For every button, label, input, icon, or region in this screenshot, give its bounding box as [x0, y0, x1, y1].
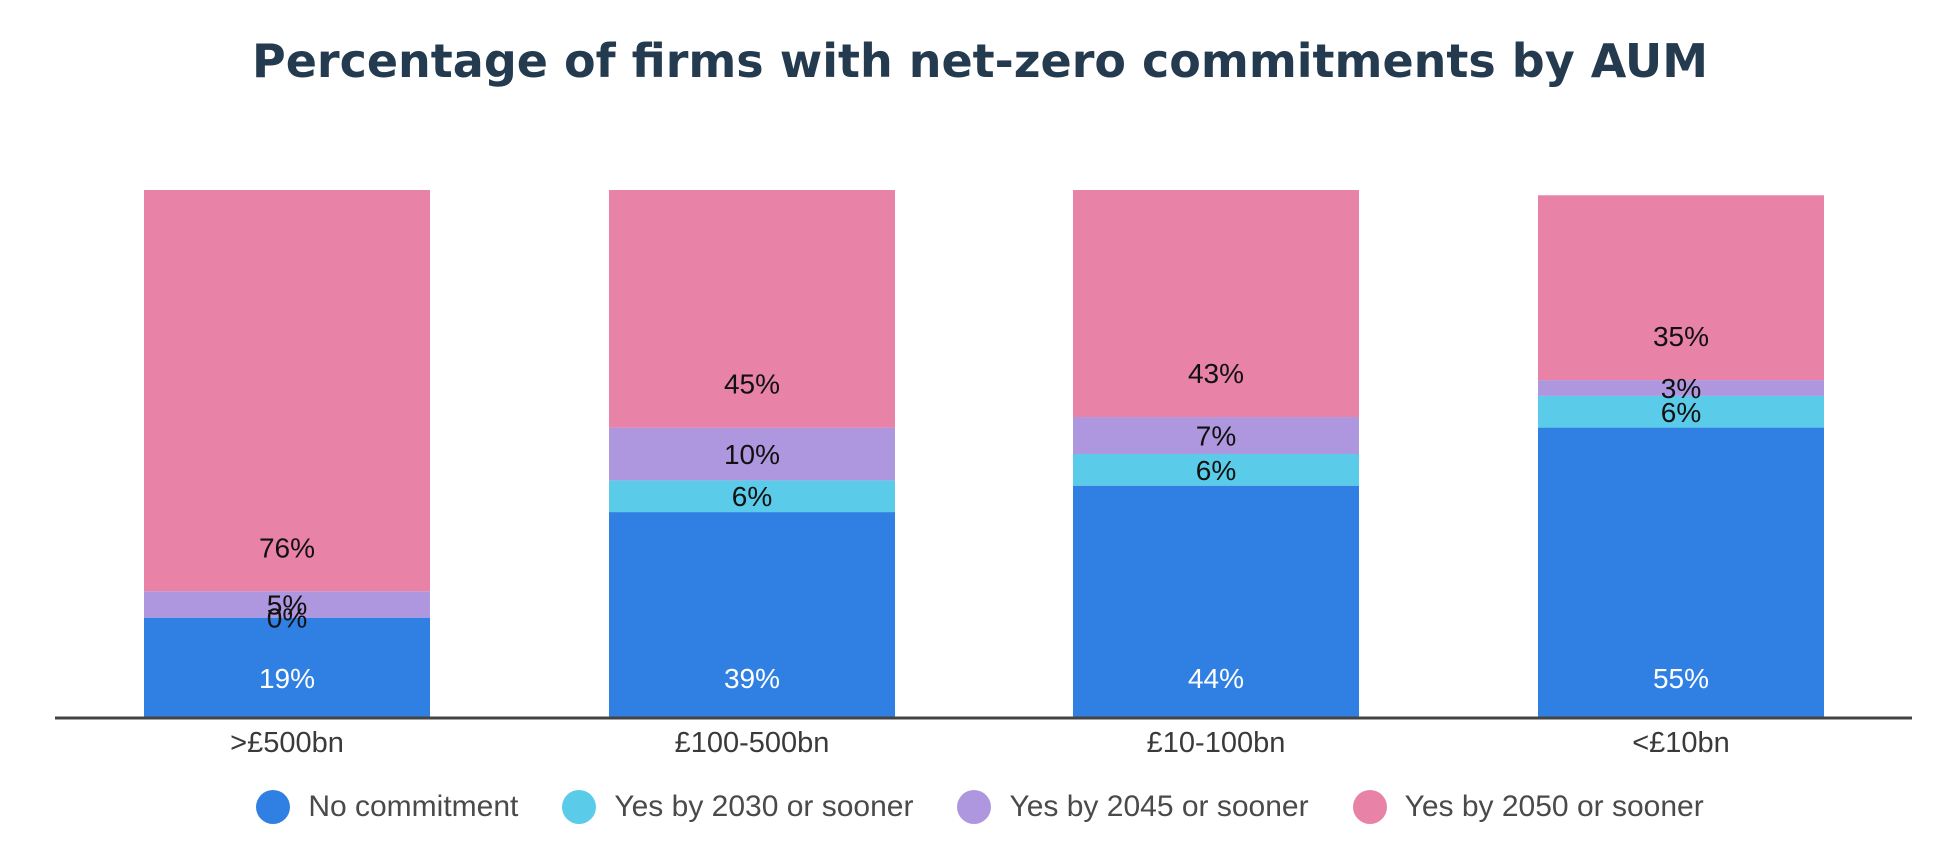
bar-segment — [1538, 195, 1824, 381]
data-label: 0% — [267, 603, 307, 634]
bar-segment — [1538, 395, 1824, 428]
chart-legend: No commitment Yes by 2030 or sooner Yes by… — [0, 790, 1960, 824]
data-label: 43% — [1188, 358, 1244, 389]
data-label: 6% — [1661, 397, 1701, 428]
data-label: 7% — [1196, 421, 1236, 452]
legend-item: Yes by 2030 or sooner — [562, 790, 913, 824]
legend-swatch — [957, 790, 992, 824]
bar-segment — [144, 591, 430, 618]
x-tick-label: £10-100bn — [1147, 727, 1286, 759]
bar-segment — [1073, 485, 1359, 718]
x-tick-label: <£10bn — [1632, 727, 1730, 759]
legend-item: Yes by 2045 or sooner — [957, 790, 1309, 824]
legend-item: Yes by 2050 or sooner — [1352, 790, 1704, 824]
bar-segment — [609, 427, 895, 481]
data-label: 44% — [1188, 663, 1244, 694]
data-label: 55% — [1653, 663, 1709, 694]
legend-swatch — [562, 790, 597, 824]
data-label: 5% — [267, 589, 307, 620]
legend-label: Yes by 2030 or sooner — [614, 790, 914, 823]
bar-segment — [1538, 380, 1824, 396]
data-label: 10% — [724, 439, 780, 470]
legend-label: Yes by 2045 or sooner — [1009, 790, 1309, 823]
bar-segment — [144, 617, 430, 718]
data-label: 6% — [732, 481, 772, 512]
data-label: 3% — [1661, 373, 1701, 404]
legend-swatch — [1352, 790, 1387, 824]
bar-segment — [1073, 190, 1359, 418]
legend-swatch — [256, 790, 291, 824]
data-label: 35% — [1653, 321, 1709, 352]
legend-item: No commitment — [256, 790, 518, 824]
bar-segment — [609, 480, 895, 513]
bar-segment — [1073, 417, 1359, 454]
x-tick-label: >£500bn — [230, 727, 344, 759]
bar-segment — [609, 512, 895, 718]
legend-label: No commitment — [308, 790, 519, 823]
data-label: 6% — [1196, 455, 1236, 486]
data-label: 76% — [259, 532, 315, 563]
x-tick-label: £100-500bn — [675, 727, 830, 759]
data-label: 39% — [724, 663, 780, 694]
data-label: 45% — [724, 369, 780, 400]
chart-title: Percentage of firms with net-zero commit… — [251, 34, 1709, 88]
bar-segment — [1073, 454, 1359, 486]
bar-segment — [609, 190, 895, 428]
bar-segment — [144, 190, 430, 592]
data-label: 19% — [259, 663, 315, 694]
legend-label: Yes by 2050 or sooner — [1404, 790, 1704, 823]
bar-segment — [1538, 427, 1824, 718]
